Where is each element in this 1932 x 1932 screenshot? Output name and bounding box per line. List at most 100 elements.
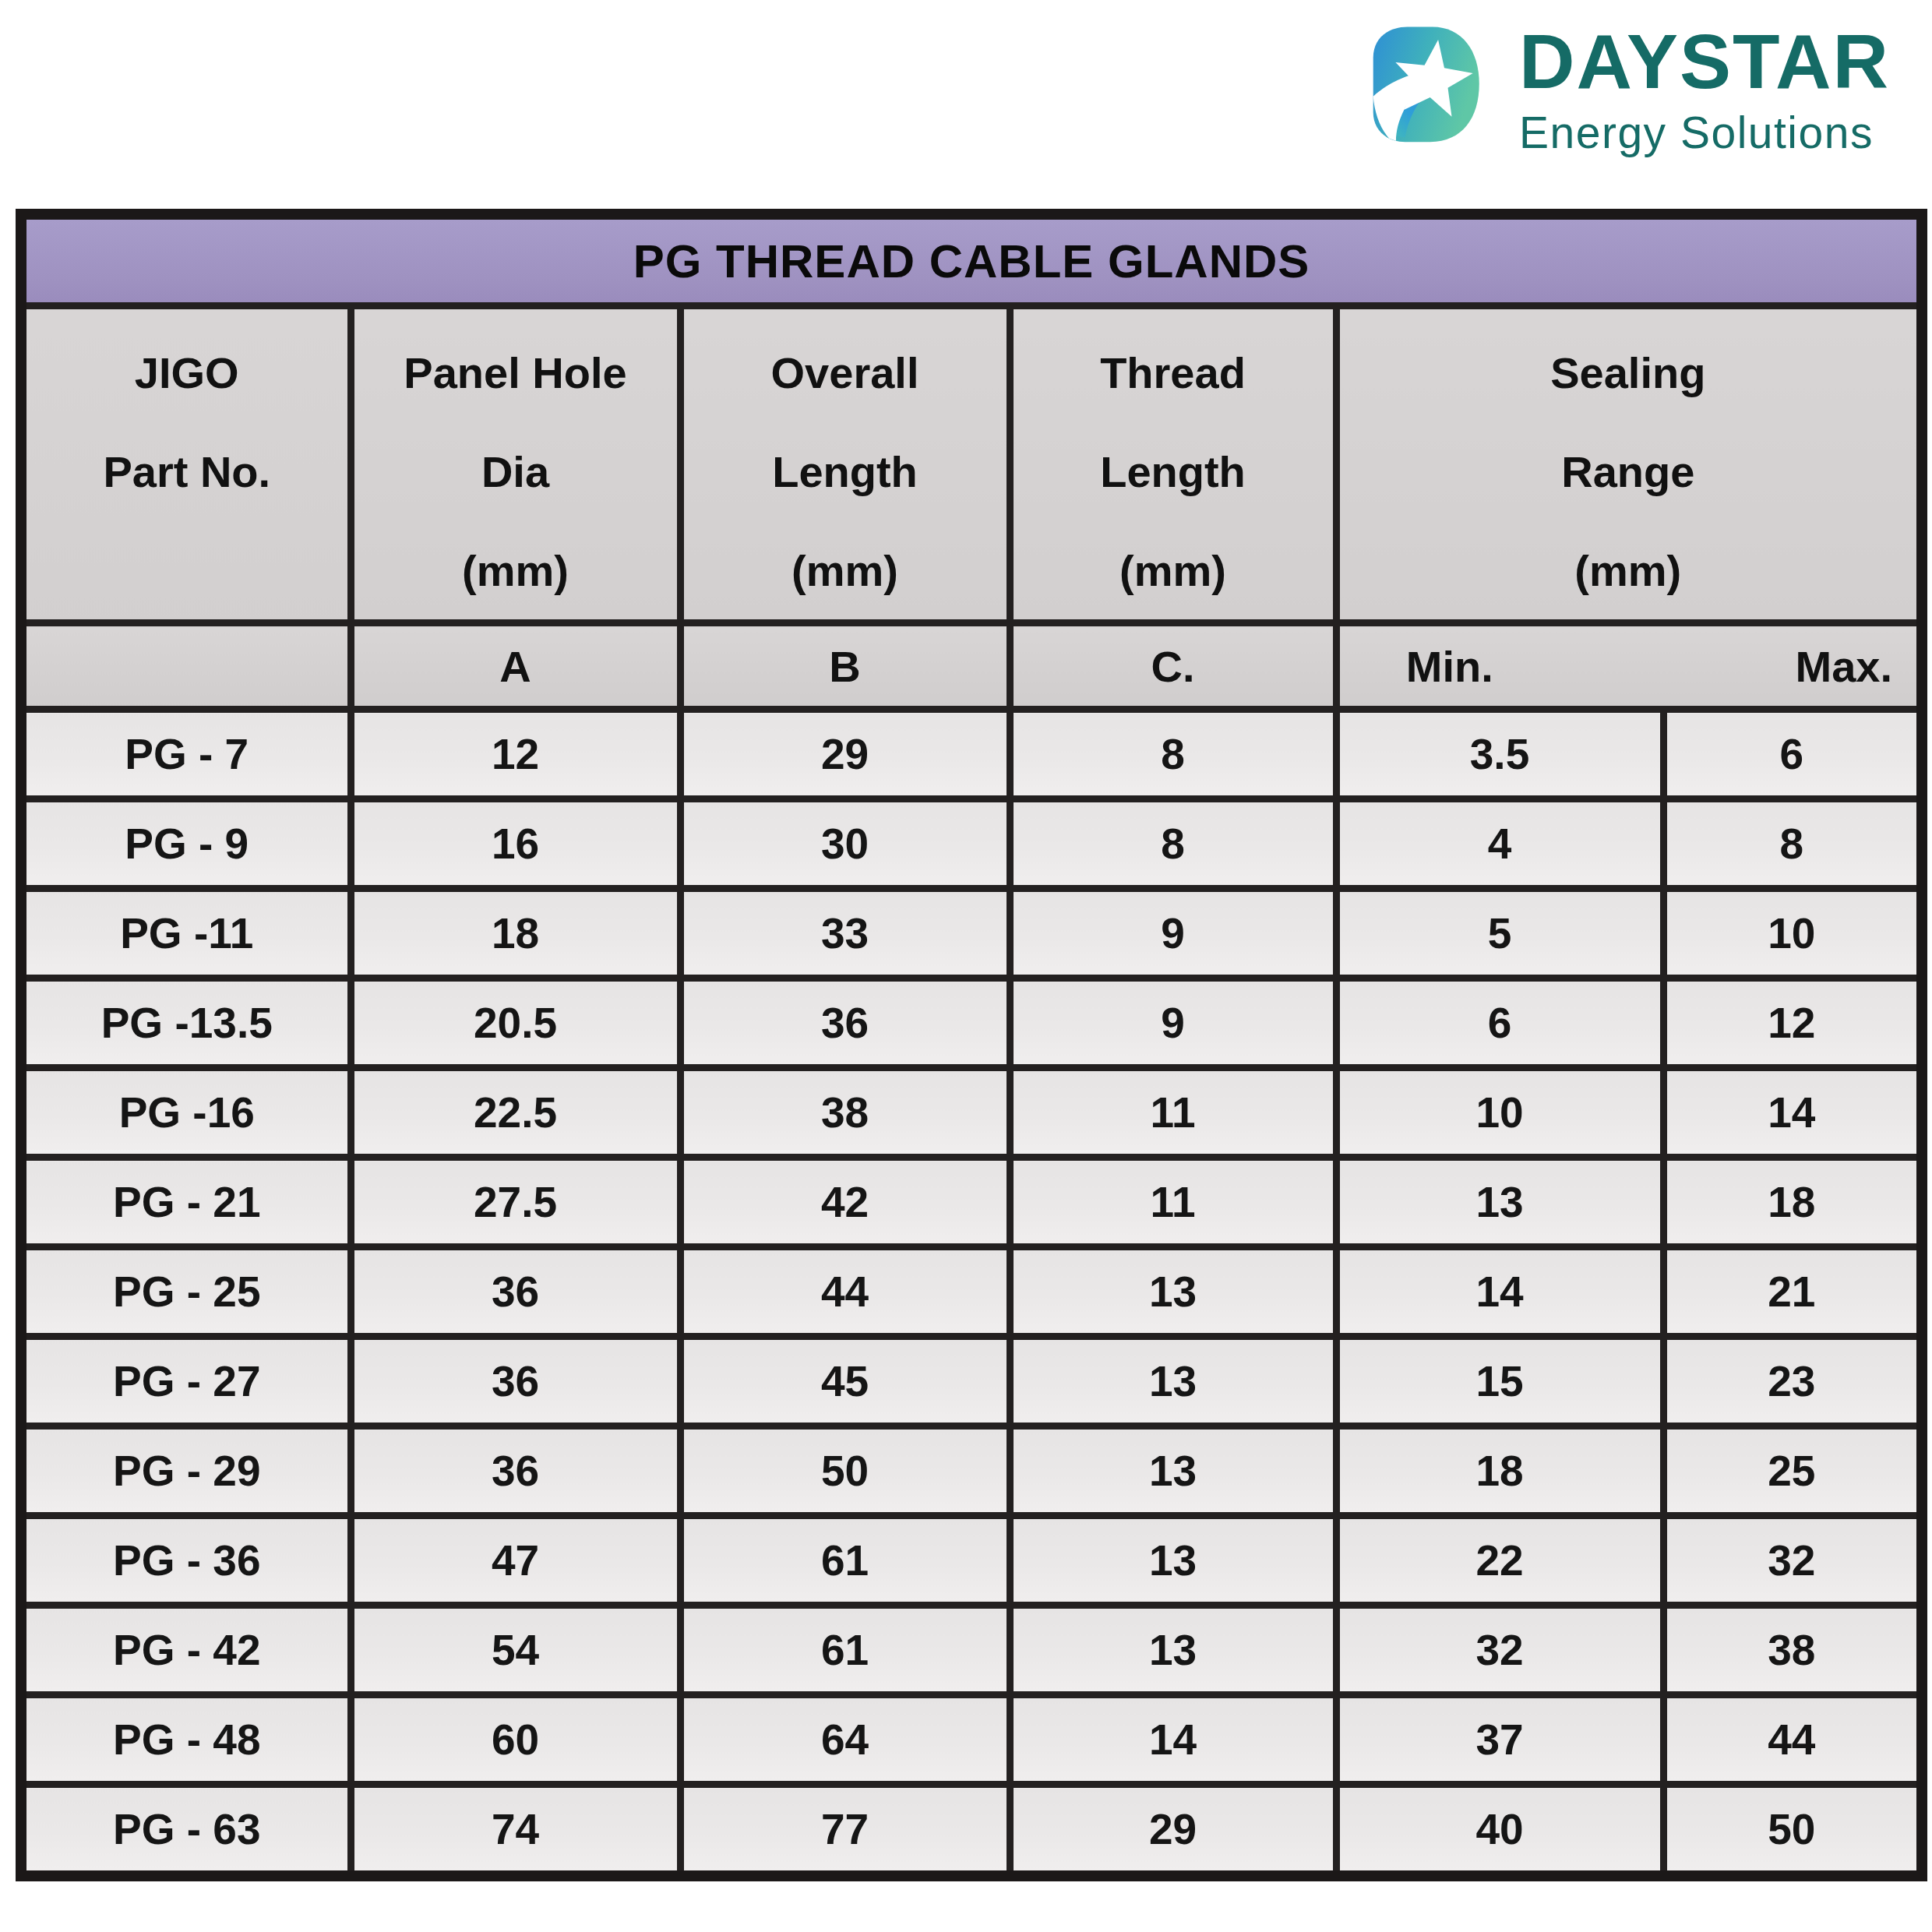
cell-min: 22 (1336, 1516, 1663, 1606)
cell-max: 44 (1663, 1695, 1922, 1785)
cell-min: 10 (1336, 1068, 1663, 1158)
cell-b: 33 (680, 889, 1010, 978)
cell-part: PG - 21 (21, 1158, 351, 1247)
cell-c: 9 (1010, 978, 1336, 1068)
cell-max: 38 (1663, 1606, 1922, 1695)
header-line: Sealing (1340, 351, 1917, 397)
table-row: PG - 273645131523 (21, 1337, 1922, 1426)
cell-a: 54 (351, 1606, 680, 1695)
cell-c: 13 (1010, 1606, 1336, 1695)
table-row: PG - 253644131421 (21, 1247, 1922, 1337)
cell-b: 30 (680, 799, 1010, 889)
header-line: JIGO (26, 351, 347, 397)
header-line: (mm) (1014, 549, 1333, 594)
header-line: Range (1340, 450, 1917, 495)
header-cell-part-no: JIGO Part No. (21, 306, 351, 623)
header-line: Panel Hole (354, 351, 677, 397)
cell-c: 29 (1010, 1785, 1336, 1877)
title-row: PG THREAD CABLE GLANDS (21, 214, 1922, 306)
table-row: PG -1622.538111014 (21, 1068, 1922, 1158)
cell-a: 36 (351, 1426, 680, 1516)
cell-min: 13 (1336, 1158, 1663, 1247)
table-title: PG THREAD CABLE GLANDS (21, 214, 1922, 306)
cell-max: 21 (1663, 1247, 1922, 1337)
header-line: Thread (1014, 351, 1333, 397)
cell-part: PG - 9 (21, 799, 351, 889)
cell-c: 8 (1010, 799, 1336, 889)
cell-b: 64 (680, 1695, 1010, 1785)
cell-c: 13 (1010, 1516, 1336, 1606)
cell-min: 3.5 (1336, 710, 1663, 799)
table-row: PG - 2127.542111318 (21, 1158, 1922, 1247)
cell-max: 50 (1663, 1785, 1922, 1877)
cell-part: PG - 42 (21, 1606, 351, 1695)
header-line: Length (1014, 450, 1333, 495)
cell-part: PG -13.5 (21, 978, 351, 1068)
daystar-logo-mark (1368, 23, 1483, 146)
header-line: Part No. (26, 450, 347, 495)
header-row: JIGO Part No. Panel Hole Dia (mm) Overal… (21, 306, 1922, 623)
cell-c: 11 (1010, 1068, 1336, 1158)
cell-min: 14 (1336, 1247, 1663, 1337)
cell-a: 74 (351, 1785, 680, 1877)
subheader-cell-empty (21, 623, 351, 710)
cell-max: 6 (1663, 710, 1922, 799)
table-row: PG - 364761132232 (21, 1516, 1922, 1606)
cell-part: PG -16 (21, 1068, 351, 1158)
cell-min: 40 (1336, 1785, 1663, 1877)
cell-b: 50 (680, 1426, 1010, 1516)
table-row: PG - 637477294050 (21, 1785, 1922, 1877)
subheader-cell-a: A (351, 623, 680, 710)
cell-part: PG - 25 (21, 1247, 351, 1337)
cell-min: 18 (1336, 1426, 1663, 1516)
cell-a: 18 (351, 889, 680, 978)
cell-c: 9 (1010, 889, 1336, 978)
cell-max: 18 (1663, 1158, 1922, 1247)
table-row: PG - 7122983.56 (21, 710, 1922, 799)
cell-b: 77 (680, 1785, 1010, 1877)
header-line (26, 549, 347, 594)
subheader-row: A B C. Min. Max. (21, 623, 1922, 710)
cell-part: PG - 63 (21, 1785, 351, 1877)
cell-max: 14 (1663, 1068, 1922, 1158)
cell-min: 32 (1336, 1606, 1663, 1695)
cell-a: 20.5 (351, 978, 680, 1068)
header-cell-thread-length: Thread Length (mm) (1010, 306, 1336, 623)
cell-b: 29 (680, 710, 1010, 799)
cell-b: 38 (680, 1068, 1010, 1158)
cell-part: PG - 7 (21, 710, 351, 799)
cell-a: 36 (351, 1337, 680, 1426)
cell-min: 15 (1336, 1337, 1663, 1426)
cell-b: 61 (680, 1516, 1010, 1606)
cell-part: PG - 27 (21, 1337, 351, 1426)
cell-a: 36 (351, 1247, 680, 1337)
cell-a: 16 (351, 799, 680, 889)
table-row: PG - 486064143744 (21, 1695, 1922, 1785)
cell-b: 44 (680, 1247, 1010, 1337)
cell-b: 45 (680, 1337, 1010, 1426)
cell-a: 12 (351, 710, 680, 799)
cell-c: 14 (1010, 1695, 1336, 1785)
cell-max: 25 (1663, 1426, 1922, 1516)
cell-max: 8 (1663, 799, 1922, 889)
cell-a: 22.5 (351, 1068, 680, 1158)
cell-c: 8 (1010, 710, 1336, 799)
spec-table: PG THREAD CABLE GLANDS JIGO Part No. Pan… (16, 209, 1927, 1881)
cell-a: 47 (351, 1516, 680, 1606)
table-row: PG -1118339510 (21, 889, 1922, 978)
cell-part: PG - 48 (21, 1695, 351, 1785)
header-cell-overall-length: Overall Length (mm) (680, 306, 1010, 623)
cell-part: PG -11 (21, 889, 351, 978)
table-row: PG -13.520.5369612 (21, 978, 1922, 1068)
cell-part: PG - 29 (21, 1426, 351, 1516)
cell-b: 36 (680, 978, 1010, 1068)
cell-min: 37 (1336, 1695, 1663, 1785)
subheader-cell-c: C. (1010, 623, 1336, 710)
cell-min: 4 (1336, 799, 1663, 889)
header-line: Length (684, 450, 1007, 495)
cell-b: 42 (680, 1158, 1010, 1247)
cell-c: 11 (1010, 1158, 1336, 1247)
header-cell-panel-hole-dia: Panel Hole Dia (mm) (351, 306, 680, 623)
cell-max: 32 (1663, 1516, 1922, 1606)
header-line: Dia (354, 450, 677, 495)
